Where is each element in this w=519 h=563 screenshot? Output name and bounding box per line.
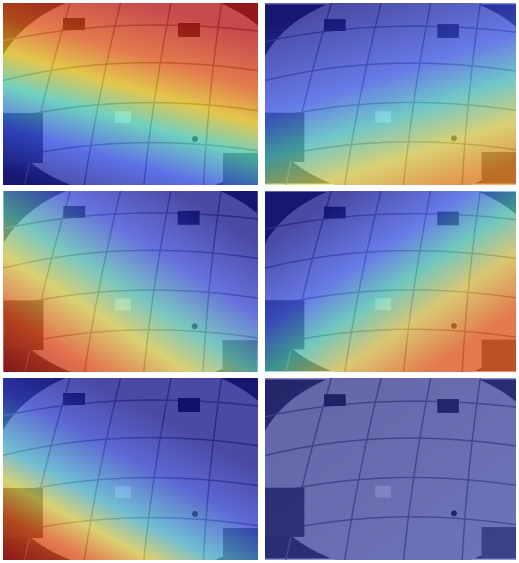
panel-3 [0, 176, 292, 385]
image-grid [0, 0, 519, 563]
page [0, 0, 519, 563]
panel-4 [255, 177, 519, 384]
panel-1 [0, 0, 293, 198]
panel-2 [255, 0, 519, 196]
panel-5 [0, 363, 293, 563]
panel-6 [255, 365, 519, 563]
